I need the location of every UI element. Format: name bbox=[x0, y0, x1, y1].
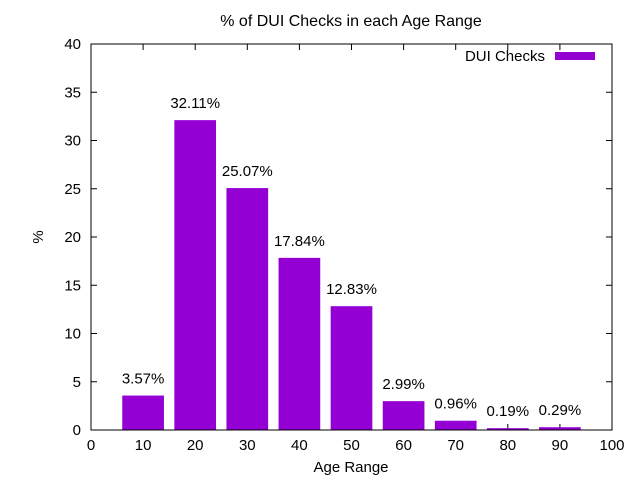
data-label: 2.99% bbox=[382, 376, 425, 393]
y-tick-label: 15 bbox=[64, 277, 81, 294]
x-axis-label: Age Range bbox=[313, 459, 388, 476]
x-tick-label: 40 bbox=[291, 437, 308, 454]
data-label: 0.19% bbox=[487, 403, 530, 420]
chart-title: % of DUI Checks in each Age Range bbox=[220, 13, 482, 30]
x-tick-label: 60 bbox=[395, 437, 412, 454]
bar bbox=[434, 420, 477, 430]
x-tick-label: 70 bbox=[447, 437, 464, 454]
bar bbox=[122, 395, 164, 430]
data-label: 3.57% bbox=[122, 371, 165, 388]
data-label: 0.29% bbox=[539, 402, 582, 419]
y-tick-label: 10 bbox=[64, 326, 81, 343]
bar bbox=[174, 120, 217, 431]
x-tick-label: 50 bbox=[343, 437, 360, 454]
x-tick-label: 90 bbox=[552, 437, 569, 454]
x-tick-label: 0 bbox=[87, 437, 95, 454]
bar bbox=[539, 427, 581, 430]
bar bbox=[330, 306, 373, 430]
bar bbox=[278, 257, 321, 430]
x-tick-label: 30 bbox=[239, 437, 256, 454]
y-tick-label: 20 bbox=[64, 229, 81, 246]
x-tick-label: 20 bbox=[187, 437, 204, 454]
data-label: 25.07% bbox=[222, 163, 273, 180]
y-axis-label: % bbox=[30, 230, 47, 243]
plot-area: 0 5 10 15 20 25 30 35 40 0 10 20 30 40 50 60 70 80 90 100 3.… bbox=[64, 36, 624, 454]
legend-label: DUI Checks bbox=[465, 48, 545, 65]
x-tick-label: 10 bbox=[135, 437, 152, 454]
y-tick-label: 30 bbox=[64, 133, 81, 150]
x-tick-label: 80 bbox=[499, 437, 516, 454]
y-tick-label: 35 bbox=[64, 84, 81, 101]
y-tick-label: 5 bbox=[73, 374, 81, 391]
y-tick-label: 0 bbox=[73, 422, 81, 439]
data-label: 32.11% bbox=[170, 95, 220, 112]
data-label: 0.96% bbox=[434, 396, 477, 413]
legend: DUI Checks bbox=[465, 48, 595, 65]
bar bbox=[382, 401, 425, 430]
bar bbox=[226, 188, 269, 430]
y-tick-label: 40 bbox=[64, 36, 81, 53]
data-label: 12.83% bbox=[326, 281, 377, 298]
data-label: 17.84% bbox=[274, 233, 325, 250]
legend-swatch bbox=[555, 52, 595, 60]
bar bbox=[486, 428, 529, 430]
plot-frame bbox=[90, 43, 613, 431]
y-tick-label: 25 bbox=[64, 181, 81, 198]
x-tick-label: 100 bbox=[599, 437, 624, 454]
